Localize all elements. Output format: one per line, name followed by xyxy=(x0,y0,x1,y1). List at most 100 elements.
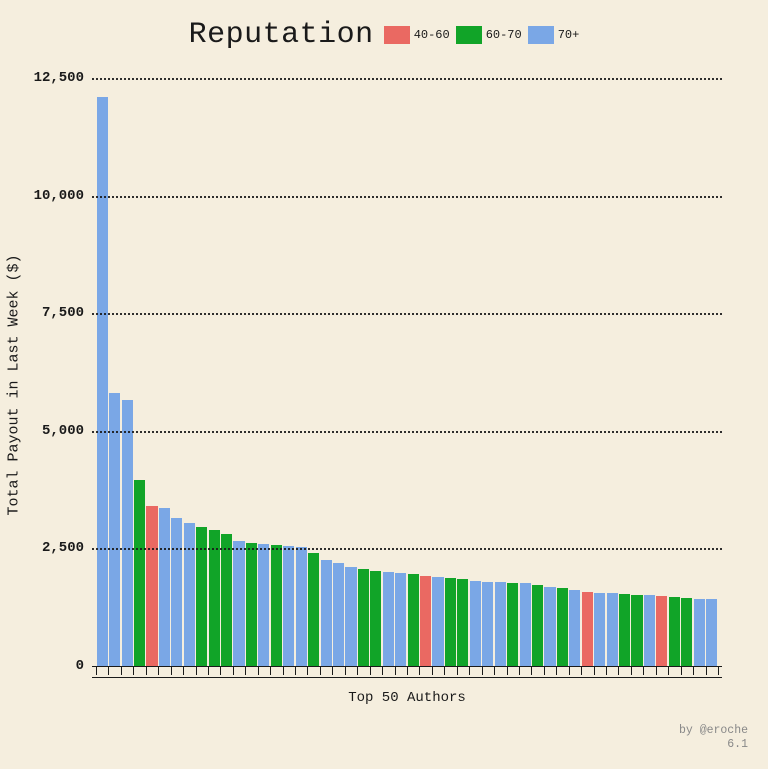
version-text: 6.1 xyxy=(727,738,748,751)
bar xyxy=(122,400,133,666)
x-tick xyxy=(108,667,109,675)
legend-swatch xyxy=(528,26,554,44)
credit-text: by @eroche xyxy=(679,724,748,737)
x-tick xyxy=(96,667,97,675)
bar xyxy=(445,578,456,666)
legend-label: 40-60 xyxy=(414,28,450,42)
x-tick xyxy=(171,667,172,675)
x-axis-base-line xyxy=(92,677,722,678)
bar xyxy=(109,393,120,666)
x-tick xyxy=(631,667,632,675)
x-tick xyxy=(643,667,644,675)
x-tick xyxy=(693,667,694,675)
x-tick xyxy=(419,667,420,675)
bar xyxy=(594,593,605,666)
bar xyxy=(507,583,518,666)
x-tick xyxy=(432,667,433,675)
bar xyxy=(308,553,319,666)
legend-label: 70+ xyxy=(558,28,580,42)
bar xyxy=(345,567,356,666)
x-tick xyxy=(270,667,271,675)
x-tick xyxy=(718,667,719,675)
x-tick xyxy=(544,667,545,675)
grid-line xyxy=(92,196,722,198)
bar xyxy=(233,541,244,666)
bar xyxy=(246,543,257,666)
bar xyxy=(520,583,531,666)
y-tick-label: 0 xyxy=(28,658,84,674)
x-tick xyxy=(357,667,358,675)
bar xyxy=(457,579,468,666)
x-tick xyxy=(681,667,682,675)
y-tick-label: 2,500 xyxy=(28,540,84,556)
x-tick xyxy=(618,667,619,675)
bar xyxy=(221,534,232,666)
x-tick xyxy=(208,667,209,675)
bar xyxy=(656,596,667,666)
y-axis-label: Total Payout in Last Week ($) xyxy=(6,254,23,515)
y-tick-label: 5,000 xyxy=(28,423,84,439)
bar xyxy=(544,587,555,666)
bar xyxy=(283,546,294,666)
bar xyxy=(97,97,108,666)
bar xyxy=(420,576,431,666)
x-tick xyxy=(245,667,246,675)
bar xyxy=(358,569,369,666)
title-row: Reputation 40-60 60-70 70+ xyxy=(0,18,768,52)
bar xyxy=(706,599,717,666)
x-tick xyxy=(320,667,321,675)
chart-title: Reputation xyxy=(189,18,374,52)
bar xyxy=(470,581,481,666)
bar xyxy=(370,571,381,666)
bar xyxy=(644,595,655,666)
bar xyxy=(184,523,195,666)
bar xyxy=(171,518,182,666)
bar xyxy=(383,572,394,666)
legend-item-0: 40-60 xyxy=(384,26,450,44)
bar xyxy=(395,573,406,666)
bar xyxy=(669,597,680,666)
bar xyxy=(296,547,307,666)
x-tick xyxy=(158,667,159,675)
x-tick xyxy=(146,667,147,675)
bar xyxy=(495,582,506,666)
bar xyxy=(607,593,618,666)
x-tick xyxy=(370,667,371,675)
x-tick xyxy=(581,667,582,675)
chart-container: Reputation 40-60 60-70 70+ Total Payout in… xyxy=(0,0,768,769)
x-tick xyxy=(606,667,607,675)
x-tick xyxy=(706,667,707,675)
bar xyxy=(333,563,344,666)
grid-line xyxy=(92,431,722,433)
bar xyxy=(532,585,543,666)
x-tick xyxy=(482,667,483,675)
bar xyxy=(569,590,580,666)
bar xyxy=(146,506,157,666)
x-tick xyxy=(307,667,308,675)
bar xyxy=(557,588,568,666)
x-tick xyxy=(407,667,408,675)
legend-swatch xyxy=(456,26,482,44)
x-tick xyxy=(295,667,296,675)
x-tick xyxy=(457,667,458,675)
bar xyxy=(408,574,419,666)
x-axis-label: Top 50 Authors xyxy=(348,690,466,706)
x-tick xyxy=(283,667,284,675)
x-tick xyxy=(656,667,657,675)
legend-swatch xyxy=(384,26,410,44)
grid-line xyxy=(92,78,722,80)
bar xyxy=(582,592,593,666)
grid-line xyxy=(92,313,722,315)
legend-item-1: 60-70 xyxy=(456,26,522,44)
x-tick xyxy=(233,667,234,675)
bars-container xyxy=(92,78,722,666)
bar xyxy=(432,577,443,666)
x-tick xyxy=(444,667,445,675)
x-tick xyxy=(507,667,508,675)
bar xyxy=(694,599,705,666)
plot-area: Top 50 Authors 02,5005,0007,50010,00012,… xyxy=(92,78,722,666)
x-tick xyxy=(531,667,532,675)
bar xyxy=(681,598,692,666)
x-tick xyxy=(220,667,221,675)
x-tick xyxy=(345,667,346,675)
